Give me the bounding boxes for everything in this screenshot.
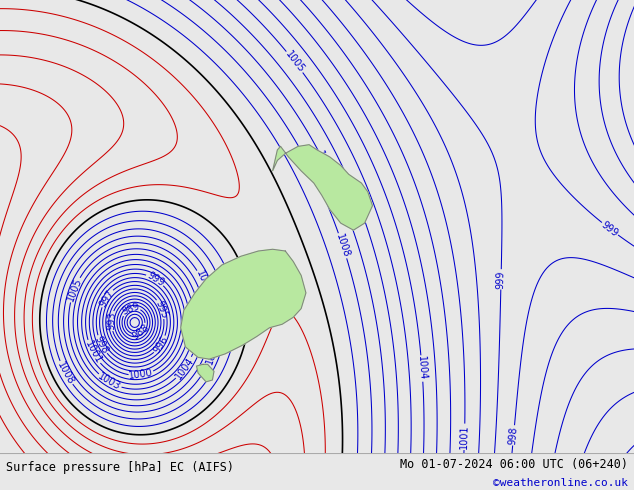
- Text: 999: 999: [145, 270, 165, 289]
- Text: 1003: 1003: [96, 371, 122, 392]
- Text: 1008: 1008: [55, 360, 76, 386]
- Text: 998: 998: [508, 426, 519, 445]
- Polygon shape: [273, 145, 373, 230]
- Text: 1002: 1002: [184, 312, 195, 336]
- Text: 999: 999: [496, 270, 507, 289]
- Text: 988: 988: [130, 322, 151, 342]
- Text: 997: 997: [97, 288, 116, 309]
- Text: 1004: 1004: [416, 356, 428, 381]
- Text: Mo 01-07-2024 06:00 UTC (06+240): Mo 01-07-2024 06:00 UTC (06+240): [399, 458, 628, 471]
- Text: 999: 999: [600, 220, 620, 239]
- Polygon shape: [197, 365, 214, 382]
- Polygon shape: [181, 249, 306, 359]
- Text: Surface pressure [hPa] EC (AIFS): Surface pressure [hPa] EC (AIFS): [6, 462, 235, 474]
- Text: 1004: 1004: [173, 355, 196, 381]
- Text: 997: 997: [521, 476, 534, 490]
- Text: 1007: 1007: [314, 149, 335, 176]
- Text: 996: 996: [152, 334, 170, 355]
- Text: 1017: 1017: [14, 479, 38, 490]
- Text: 1007: 1007: [204, 339, 221, 366]
- Text: 995: 995: [153, 298, 169, 319]
- Text: 1005: 1005: [65, 276, 84, 303]
- Text: 993: 993: [106, 312, 117, 330]
- Text: ©weatheronline.co.uk: ©weatheronline.co.uk: [493, 478, 628, 489]
- Text: 1005: 1005: [283, 49, 306, 75]
- Text: 1002: 1002: [443, 460, 455, 485]
- Text: 998: 998: [93, 334, 110, 355]
- Text: 1001: 1001: [82, 339, 103, 366]
- Text: 1000: 1000: [127, 368, 153, 381]
- Text: 1001: 1001: [459, 424, 470, 449]
- Text: 1008: 1008: [334, 233, 351, 259]
- Text: 989: 989: [120, 301, 141, 317]
- Text: 1006: 1006: [193, 269, 212, 295]
